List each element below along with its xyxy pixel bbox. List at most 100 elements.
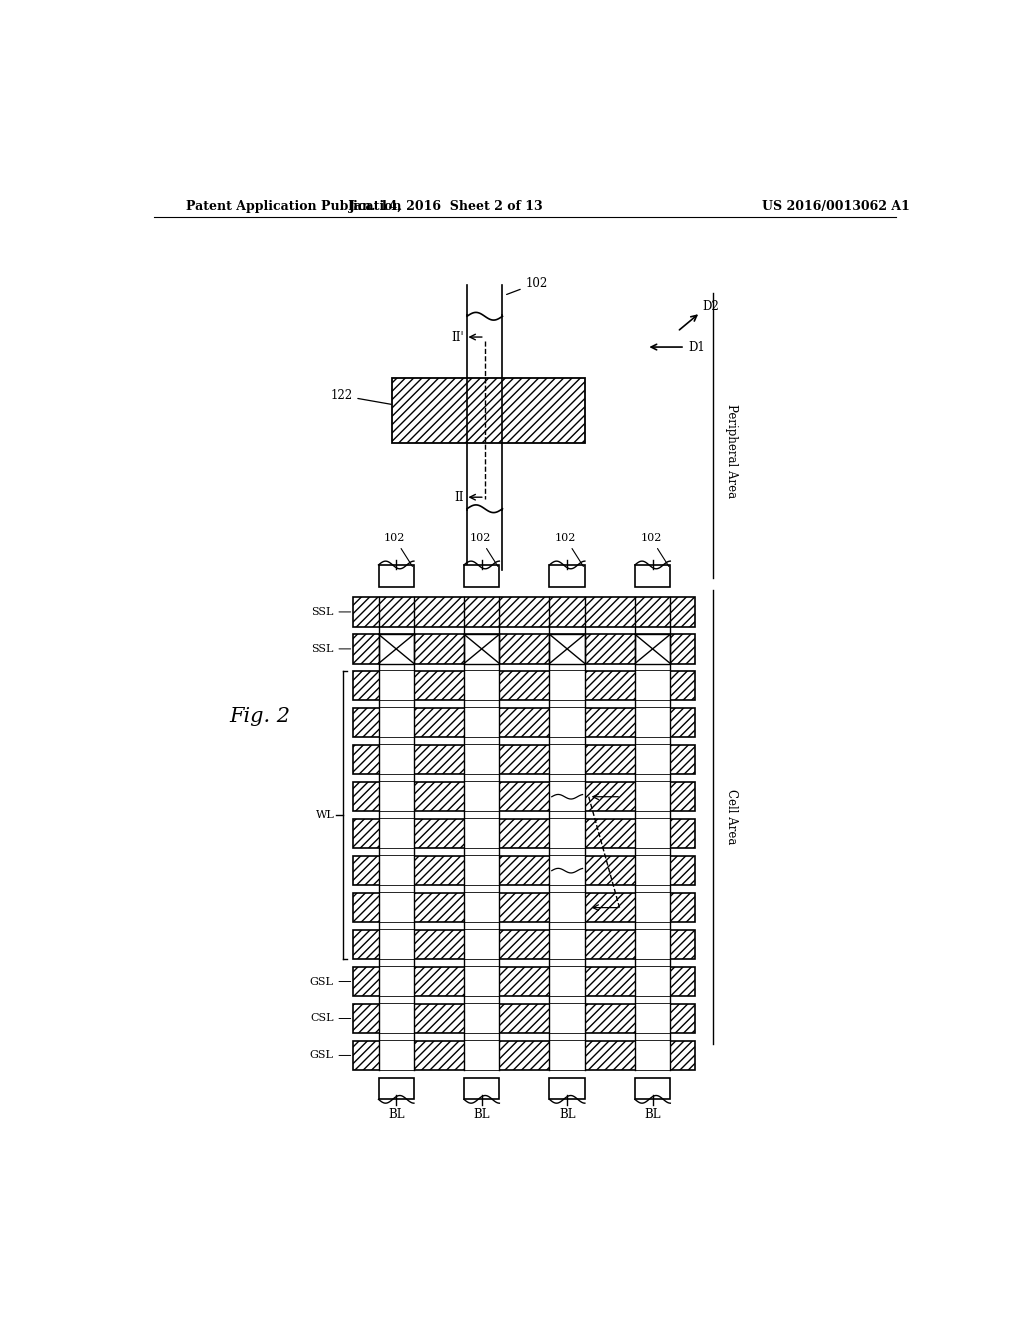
Bar bbox=[550, 565, 585, 586]
Bar bbox=[353, 818, 695, 849]
Bar bbox=[379, 781, 414, 812]
Bar bbox=[635, 671, 671, 701]
Bar bbox=[379, 1040, 414, 1071]
Bar bbox=[353, 892, 695, 923]
Bar bbox=[550, 708, 585, 738]
Bar bbox=[635, 1003, 671, 1034]
Bar bbox=[635, 1040, 671, 1071]
Bar bbox=[353, 635, 695, 664]
Bar bbox=[353, 966, 695, 997]
Bar bbox=[464, 744, 500, 775]
Bar bbox=[635, 857, 671, 886]
Text: Fig. 2: Fig. 2 bbox=[229, 708, 291, 726]
Bar bbox=[550, 857, 585, 886]
Bar bbox=[379, 671, 414, 701]
Bar bbox=[353, 671, 695, 701]
Bar bbox=[464, 781, 500, 812]
Bar bbox=[464, 818, 500, 849]
Bar bbox=[379, 708, 414, 738]
Bar bbox=[353, 929, 695, 960]
Text: Patent Application Publication: Patent Application Publication bbox=[186, 199, 401, 213]
Bar bbox=[353, 781, 695, 812]
Bar bbox=[353, 744, 695, 775]
Text: 102: 102 bbox=[640, 533, 669, 566]
Bar bbox=[464, 892, 500, 923]
Bar bbox=[379, 1077, 414, 1100]
Bar bbox=[353, 635, 695, 664]
Bar bbox=[464, 635, 500, 664]
Text: WL: WL bbox=[315, 810, 334, 820]
Text: BL: BL bbox=[388, 1109, 404, 1121]
Text: BL: BL bbox=[644, 1109, 660, 1121]
Bar bbox=[379, 565, 414, 586]
Bar bbox=[379, 818, 414, 849]
Bar bbox=[464, 1040, 500, 1071]
Bar bbox=[353, 857, 695, 886]
Bar bbox=[353, 929, 695, 960]
Text: 102: 102 bbox=[384, 533, 413, 566]
Bar bbox=[353, 671, 695, 701]
Bar bbox=[550, 671, 585, 701]
Text: BL: BL bbox=[559, 1109, 575, 1121]
Bar bbox=[464, 966, 500, 997]
Bar bbox=[635, 818, 671, 849]
Bar bbox=[392, 378, 585, 444]
Bar bbox=[635, 966, 671, 997]
Bar bbox=[550, 1077, 585, 1100]
Bar bbox=[550, 892, 585, 923]
Bar bbox=[464, 1077, 500, 1100]
Bar bbox=[550, 818, 585, 849]
Text: SSL: SSL bbox=[311, 644, 350, 653]
Bar bbox=[353, 1040, 695, 1071]
Bar bbox=[464, 857, 500, 886]
Text: CSL: CSL bbox=[310, 1014, 350, 1023]
Text: D1: D1 bbox=[688, 341, 705, 354]
Bar bbox=[353, 708, 695, 738]
Text: II': II' bbox=[452, 330, 464, 343]
Text: GSL: GSL bbox=[309, 1051, 350, 1060]
Bar bbox=[353, 781, 695, 812]
Bar bbox=[353, 598, 695, 627]
Bar bbox=[379, 744, 414, 775]
Text: SSL: SSL bbox=[311, 607, 350, 616]
Bar bbox=[353, 1003, 695, 1034]
Text: Jan. 14, 2016  Sheet 2 of 13: Jan. 14, 2016 Sheet 2 of 13 bbox=[349, 199, 544, 213]
Bar bbox=[353, 1003, 695, 1034]
Bar bbox=[635, 708, 671, 738]
Text: II: II bbox=[455, 491, 464, 504]
Text: 102: 102 bbox=[507, 277, 548, 294]
Bar bbox=[353, 744, 695, 775]
Text: 122: 122 bbox=[330, 389, 391, 404]
Bar bbox=[550, 929, 585, 960]
Bar bbox=[353, 818, 695, 849]
Bar bbox=[550, 781, 585, 812]
Text: US 2016/0013062 A1: US 2016/0013062 A1 bbox=[762, 199, 910, 213]
Bar bbox=[379, 635, 414, 664]
Bar bbox=[464, 708, 500, 738]
Text: Peripheral Area: Peripheral Area bbox=[725, 404, 737, 498]
Bar bbox=[635, 929, 671, 960]
Bar bbox=[353, 966, 695, 997]
Bar bbox=[635, 892, 671, 923]
Text: D2: D2 bbox=[701, 300, 719, 313]
Text: BL: BL bbox=[473, 1109, 489, 1121]
Bar bbox=[635, 781, 671, 812]
Bar bbox=[353, 1040, 695, 1071]
Bar bbox=[550, 635, 585, 664]
Bar bbox=[635, 744, 671, 775]
Bar bbox=[635, 1077, 671, 1100]
Bar bbox=[550, 966, 585, 997]
Text: GSL: GSL bbox=[309, 977, 350, 986]
Text: Cell Area: Cell Area bbox=[725, 789, 737, 845]
Bar bbox=[464, 671, 500, 701]
Bar bbox=[392, 378, 585, 444]
Text: 102: 102 bbox=[555, 533, 584, 566]
Bar bbox=[464, 1003, 500, 1034]
Bar bbox=[353, 708, 695, 738]
Bar bbox=[379, 929, 414, 960]
Bar bbox=[379, 857, 414, 886]
Text: 102: 102 bbox=[469, 533, 498, 566]
Bar bbox=[379, 892, 414, 923]
Bar bbox=[353, 857, 695, 886]
Bar bbox=[635, 565, 671, 586]
